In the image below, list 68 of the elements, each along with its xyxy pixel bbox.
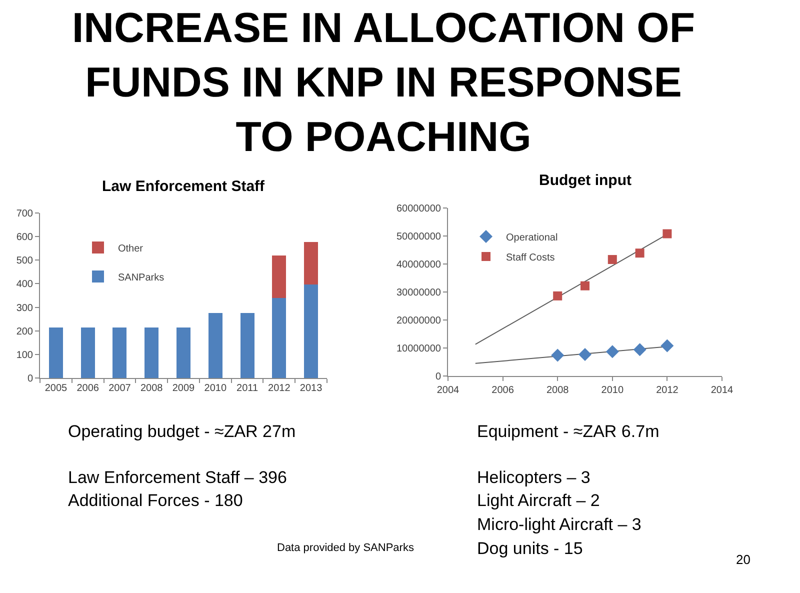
point	[635, 248, 644, 258]
text: Data provided by SANParks	[277, 542, 414, 554]
text: Additional Forces - 180	[68, 491, 243, 510]
text: Light Aircraft – 2	[477, 491, 600, 510]
x-tick-label: 2008	[140, 383, 164, 394]
text: Law Enforcement Staff – 396	[68, 468, 287, 487]
bar	[304, 242, 318, 285]
bar	[48, 327, 63, 378]
x-tick-label: 2012	[656, 385, 679, 396]
point	[608, 255, 617, 264]
point	[660, 339, 674, 352]
y-tick-label: 40000000	[396, 260, 442, 270]
y-tick-label: 300	[16, 302, 34, 314]
y-tick-label: 600	[16, 232, 34, 244]
legend-label: Other	[118, 243, 144, 254]
point	[662, 229, 672, 238]
point	[578, 348, 592, 361]
x-tick-label: 2014	[710, 385, 734, 396]
legend-label: Operational	[506, 232, 558, 244]
y-tick-label: 0	[435, 372, 442, 382]
bar	[272, 298, 286, 378]
y-tick-label: 50000000	[396, 232, 442, 242]
text: Helicopters – 3	[477, 468, 590, 487]
bar	[112, 327, 127, 378]
point	[633, 343, 646, 356]
point	[551, 348, 564, 362]
bar	[80, 327, 95, 378]
bar	[240, 313, 254, 378]
text: Dog units - 15	[477, 539, 583, 558]
x-tick-label: 2004	[436, 385, 460, 396]
point	[580, 281, 590, 290]
point	[553, 291, 562, 300]
x-tick-label: 2007	[108, 383, 132, 394]
x-tick-label: 2009	[172, 383, 196, 394]
text: 20	[736, 552, 750, 567]
y-tick-label: 0	[27, 374, 34, 384]
y-tick-label: 60000000	[396, 204, 442, 214]
chart-title: Budget input	[539, 172, 632, 189]
legend-label: Staff Costs	[506, 252, 555, 264]
text: Micro-light Aircraft – 3	[477, 515, 642, 534]
bar	[144, 327, 159, 378]
x-tick-label: 2006	[76, 383, 100, 394]
text: Operating budget - ≈ZAR 27m	[68, 422, 296, 441]
text: INCREASE IN ALLOCATION OF FUNDS IN KNP IN RESPONSE TO POACHING	[72, 4, 695, 160]
bar	[208, 313, 222, 378]
y-tick-label: 400	[16, 279, 34, 290]
legend-label: SANParks	[118, 272, 164, 284]
y-tick-label: 100	[16, 350, 34, 361]
bar	[304, 284, 318, 378]
text: Equipment - ≈ZAR 6.7m	[477, 422, 660, 441]
bar	[176, 327, 191, 378]
x-tick-label: 2008	[546, 385, 570, 396]
x-tick-label: 2010	[601, 385, 624, 396]
x-tick-label: 2006	[492, 385, 514, 396]
chart-title: Law Enforcement Staff	[102, 178, 266, 195]
x-tick-label: 2012	[268, 383, 291, 394]
x-tick-label: 2013	[300, 383, 323, 394]
point	[606, 345, 619, 358]
y-tick-label: 20000000	[396, 316, 442, 326]
x-tick-label: 2005	[44, 383, 68, 394]
y-tick-label: 10000000	[396, 344, 442, 354]
y-tick-label: 200	[16, 326, 34, 338]
y-tick-label: 700	[16, 208, 34, 220]
y-tick-label: 500	[16, 256, 34, 267]
x-tick-label: 2011	[236, 383, 258, 394]
x-tick-label: 2010	[204, 383, 227, 394]
y-tick-label: 30000000	[396, 288, 442, 298]
bar	[272, 255, 286, 298]
